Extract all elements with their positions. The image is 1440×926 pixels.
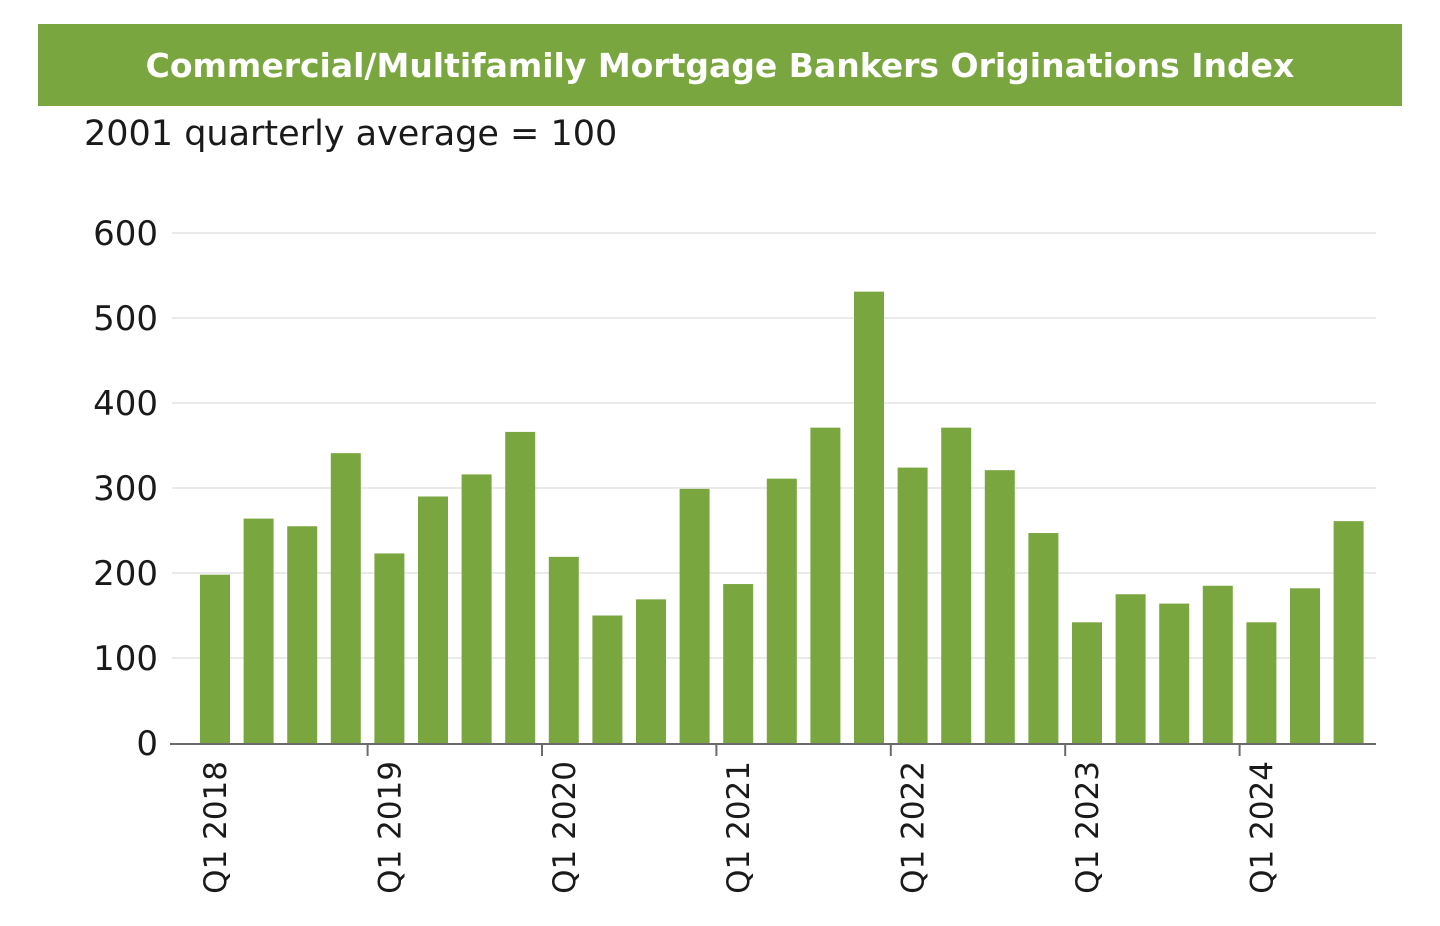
- bar-q1-2019: [374, 553, 405, 743]
- bar-q3-2021: [810, 427, 841, 743]
- y-tick-label: 400: [93, 384, 158, 424]
- bar-q2-2022: [941, 427, 972, 743]
- bar-q4-2018: [330, 453, 361, 743]
- bar-q3-2018: [287, 526, 318, 743]
- x-tick-label: Q1 2023: [1070, 761, 1106, 894]
- bar-q1-2021: [723, 584, 754, 743]
- x-tick-label: Q1 2024: [1244, 761, 1280, 894]
- chart-subtitle: 2001 quarterly average = 100: [84, 114, 618, 154]
- x-tick-label: Q1 2020: [547, 761, 583, 894]
- bar-q4-2023: [1202, 585, 1233, 743]
- y-tick-label: 0: [136, 724, 158, 764]
- y-tick-label: 500: [93, 299, 158, 339]
- bar-q4-2021: [854, 291, 884, 743]
- bar-q3-2020: [636, 599, 666, 743]
- y-tick-label: 200: [93, 554, 158, 594]
- bar-q4-2020: [679, 488, 710, 743]
- bar-q4-2019: [505, 431, 536, 743]
- chart-title: Commercial/Multifamily Mortgage Bankers …: [38, 24, 1402, 106]
- bar-q3-2019: [461, 474, 492, 743]
- x-tick-label: Q1 2019: [372, 761, 408, 894]
- y-tick-label: 100: [93, 639, 158, 679]
- bar-q3-2024: [1333, 521, 1364, 743]
- bar-q1-2023: [1072, 622, 1102, 743]
- x-tick-label: Q1 2022: [896, 761, 932, 894]
- bar-q3-2023: [1159, 603, 1190, 743]
- bar-q2-2020: [592, 615, 623, 743]
- bar-q2-2018: [243, 518, 274, 743]
- bar-q1-2020: [548, 556, 579, 743]
- y-tick-label: 600: [93, 214, 158, 254]
- bar-q4-2022: [1028, 533, 1059, 743]
- bar-q2-2024: [1290, 588, 1320, 743]
- bar-q2-2021: [766, 478, 797, 743]
- y-tick-label: 300: [93, 469, 158, 509]
- x-tick-label: Q1 2021: [721, 761, 757, 894]
- bar-q2-2023: [1115, 594, 1146, 743]
- bar-q1-2022: [897, 467, 928, 743]
- bar-q2-2019: [418, 496, 448, 743]
- bar-q1-2018: [200, 574, 230, 743]
- bar-q1-2024: [1246, 622, 1277, 743]
- x-tick-label: Q1 2018: [198, 761, 234, 894]
- bar-q3-2022: [984, 470, 1015, 743]
